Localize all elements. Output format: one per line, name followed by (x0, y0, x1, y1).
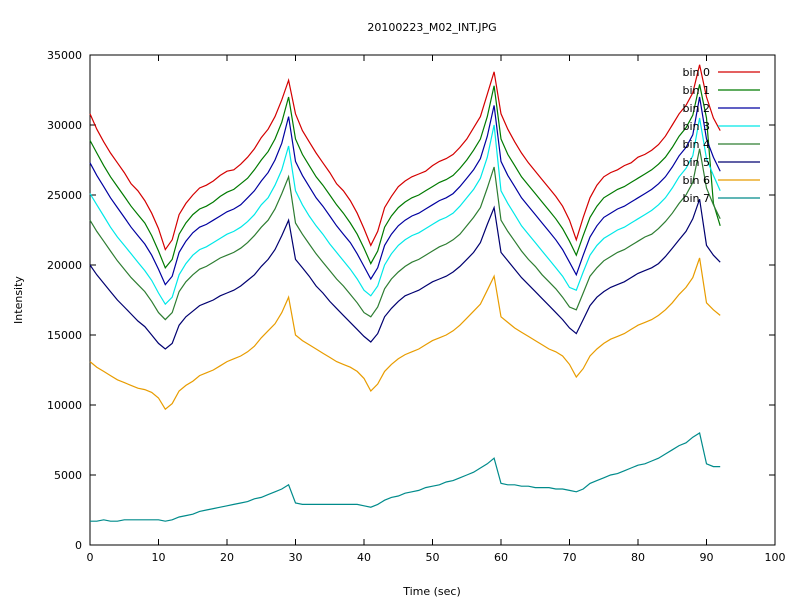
legend-label-bin-2: bin 2 (682, 102, 710, 115)
series-line-bin-4 (89, 148, 721, 321)
y-tick-label: 20000 (47, 259, 82, 272)
series-line-bin-5 (89, 199, 721, 350)
x-tick-label: 60 (494, 551, 508, 564)
legend-label-bin-7: bin 7 (682, 192, 710, 205)
x-tick-label: 0 (87, 551, 94, 564)
x-tick-label: 100 (765, 551, 786, 564)
legend: bin 0 bin 1 bin 2 bin 3 bin 4 bin 5 bin 6 bin 7 (682, 66, 760, 205)
x-tick-label: 90 (700, 551, 714, 564)
axis-ticks: 0 10 20 30 40 50 60 70 80 90 100 0 5000 10000 15000 200… (47, 49, 786, 564)
series-lines (89, 64, 721, 522)
series-line-bin-6 (89, 257, 721, 411)
series-line-bin-3 (89, 117, 721, 306)
legend-label-bin-5: bin 5 (682, 156, 710, 169)
y-tick-label: 10000 (47, 399, 82, 412)
legend-label-bin-0: bin 0 (682, 66, 710, 79)
y-tick-label: 30000 (47, 119, 82, 132)
legend-label-bin-4: bin 4 (682, 138, 710, 151)
x-tick-label: 50 (426, 551, 440, 564)
x-tick-label: 20 (220, 551, 234, 564)
y-tick-label: 0 (75, 539, 82, 552)
y-tick-label: 15000 (47, 329, 82, 342)
series-line-bin-2 (89, 96, 721, 286)
y-axis-label: Intensity (12, 276, 25, 324)
series-line-bin-0 (89, 64, 721, 251)
x-tick-label: 70 (563, 551, 577, 564)
y-tick-label: 5000 (54, 469, 82, 482)
legend-label-bin-1: bin 1 (682, 84, 710, 97)
chart-title: 20100223_M02_INT.JPG (367, 21, 496, 34)
x-tick-label: 30 (289, 551, 303, 564)
x-tick-label: 40 (357, 551, 371, 564)
x-axis-label: Time (sec) (402, 585, 461, 598)
x-tick-label: 80 (631, 551, 645, 564)
y-tick-label: 25000 (47, 189, 82, 202)
legend-label-bin-3: bin 3 (682, 120, 710, 133)
y-tick-label: 35000 (47, 49, 82, 62)
x-tick-label: 10 (152, 551, 166, 564)
series-line-bin-7 (90, 432, 721, 522)
series-line-bin-1 (89, 84, 721, 269)
legend-label-bin-6: bin 6 (682, 174, 710, 187)
